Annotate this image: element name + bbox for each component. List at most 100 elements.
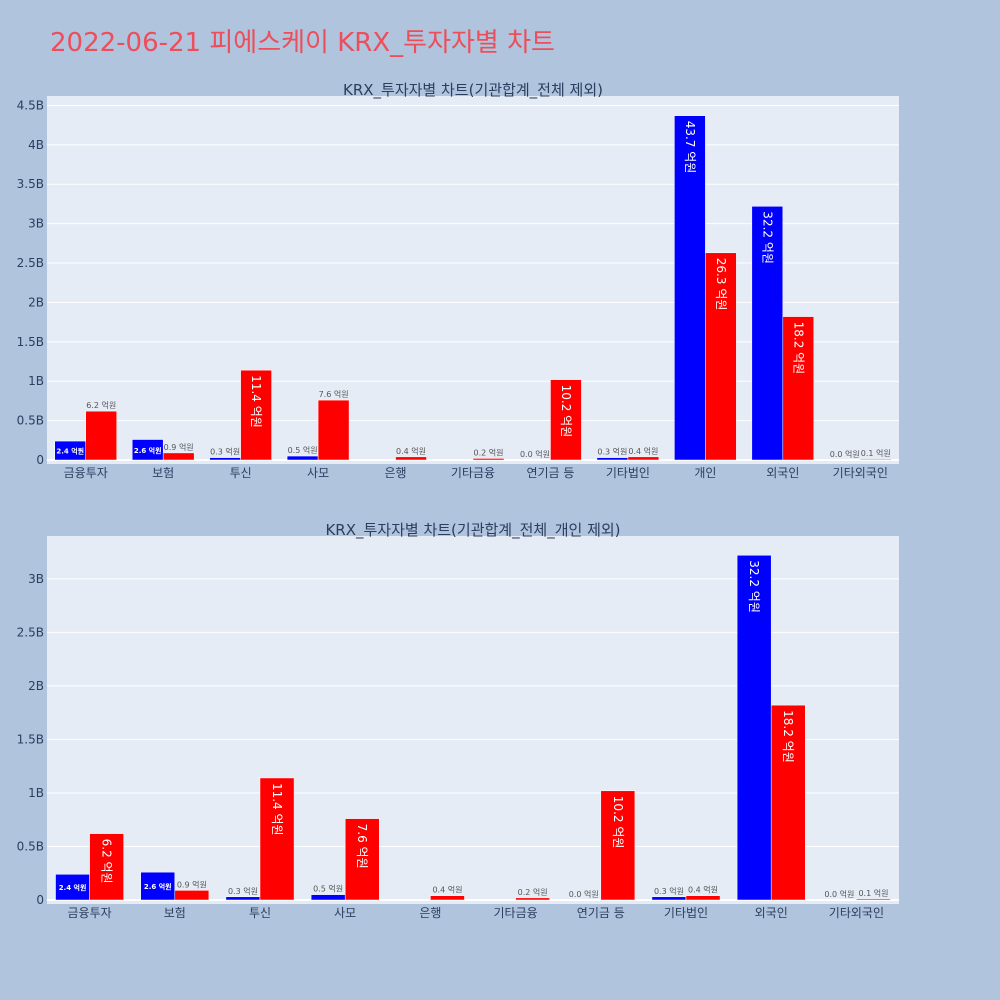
x-tick-label: 기타법인 bbox=[606, 466, 650, 480]
x-tick-label: 사모 bbox=[307, 466, 329, 480]
bar-value-label: 18.2 억원 bbox=[791, 322, 805, 375]
bar bbox=[705, 252, 737, 461]
bar-value-label: 43.7 억원 bbox=[683, 121, 697, 174]
bar bbox=[751, 206, 784, 461]
bar-value-label: 0.0 억원 bbox=[830, 449, 860, 459]
y-tick-label: 3B bbox=[28, 217, 44, 231]
bar bbox=[162, 452, 195, 461]
x-tick-label: 기타외국인 bbox=[829, 906, 884, 920]
x-tick-label: 투신 bbox=[249, 906, 271, 920]
bar bbox=[515, 897, 550, 901]
y-tick-label: 4.5B bbox=[17, 98, 44, 112]
bar bbox=[600, 790, 636, 901]
bar bbox=[674, 115, 706, 461]
bar bbox=[770, 704, 806, 901]
x-tick-label: 외국인 bbox=[755, 906, 788, 920]
bar-value-label: 2.6 억원 bbox=[134, 446, 162, 455]
bar-value-label: 10.2 억원 bbox=[559, 385, 573, 438]
x-tick-label: 보험 bbox=[164, 906, 186, 920]
y-tick-label: 1B bbox=[28, 374, 44, 388]
x-tick-label: 은행 bbox=[419, 905, 441, 920]
bar-value-label: 11.4 억원 bbox=[249, 375, 263, 428]
bar-value-label: 0.4 억원 bbox=[628, 446, 658, 456]
bar-value-label: 2.6 억원 bbox=[144, 882, 172, 891]
bar bbox=[131, 439, 164, 461]
bar-value-label: 18.2 억원 bbox=[781, 710, 795, 763]
y-tick-label: 2B bbox=[28, 295, 44, 309]
x-tick-label: 기타법인 bbox=[664, 906, 708, 920]
y-tick-label: 2.5B bbox=[17, 256, 44, 270]
bar-value-label: 0.1 억원 bbox=[861, 448, 891, 458]
x-tick-label: 기타금융 bbox=[451, 466, 495, 480]
bar bbox=[317, 399, 350, 461]
y-tick-label: 0.5B bbox=[17, 414, 44, 428]
bar-value-label: 32.2 억원 bbox=[760, 211, 774, 264]
x-tick-label: 연기금 등 bbox=[577, 906, 625, 920]
bar-value-label: 7.6 억원 bbox=[319, 389, 349, 399]
bar bbox=[85, 410, 117, 461]
bar-value-label: 6.2 억원 bbox=[100, 839, 114, 884]
bar bbox=[430, 895, 465, 901]
chart-2: 0 0.5B 1B 1.5B 2B 2.5B 3B KRX_투자자별 차트(기관합계_전체_개… bbox=[17, 521, 899, 920]
bar bbox=[651, 896, 687, 901]
bar bbox=[174, 890, 210, 901]
bar bbox=[240, 369, 272, 461]
bar-value-label: 11.4 억원 bbox=[270, 783, 284, 836]
x-tick-label: 연기금 등 bbox=[526, 466, 574, 480]
bar bbox=[395, 456, 427, 461]
x-tick-label: 금융투자 bbox=[68, 906, 112, 920]
bar-value-label: 26.3 억원 bbox=[714, 258, 728, 311]
bar-value-label: 0.3 억원 bbox=[228, 886, 258, 896]
x-tick-label: 투신 bbox=[230, 466, 252, 480]
bar bbox=[259, 777, 295, 901]
bar-value-label: 0.0 억원 bbox=[569, 889, 599, 899]
bar-value-label: 0.3 억원 bbox=[597, 447, 627, 457]
y-tick-label: 3B bbox=[28, 572, 44, 586]
bar-value-label: 10.2 억원 bbox=[611, 796, 625, 849]
bar-value-label: 0.9 억원 bbox=[164, 442, 194, 452]
bar-value-label: 0.0 억원 bbox=[520, 449, 550, 459]
bar bbox=[860, 458, 892, 461]
bar bbox=[782, 316, 815, 461]
x-tick-label: 기타금융 bbox=[494, 906, 538, 920]
bar bbox=[209, 457, 241, 461]
y-tick-label: 3.5B bbox=[17, 177, 44, 191]
x-tick-label: 외국인 bbox=[766, 466, 799, 480]
y-tick-label: 1B bbox=[28, 786, 44, 800]
y-tick-label: 1.5B bbox=[17, 335, 44, 349]
x-tick-label: 사모 bbox=[334, 906, 356, 920]
bar bbox=[344, 818, 380, 901]
x-tick-label: 금융투자 bbox=[64, 466, 108, 480]
bar bbox=[596, 457, 629, 461]
y-tick-label: 1.5B bbox=[17, 732, 44, 746]
bar bbox=[685, 895, 721, 901]
y-tick-label: 0 bbox=[36, 453, 44, 467]
bar bbox=[550, 379, 582, 461]
bar-value-label: 0.4 억원 bbox=[396, 446, 426, 456]
bar-value-label: 0.1 억원 bbox=[858, 888, 888, 898]
bar bbox=[55, 874, 90, 901]
y-tick-label: 0 bbox=[36, 893, 44, 907]
bar bbox=[225, 896, 261, 901]
bar-value-label: 0.4 억원 bbox=[432, 885, 462, 895]
chart-title: KRX_투자자별 차트(기관합계_전체 제외) bbox=[343, 81, 603, 100]
bar bbox=[286, 455, 319, 461]
chart-title: KRX_투자자별 차트(기관합계_전체_개인 제외) bbox=[325, 521, 620, 540]
bar-value-label: 0.3 억원 bbox=[654, 886, 684, 896]
bar-value-label: 0.5 억원 bbox=[288, 445, 318, 455]
bar bbox=[856, 898, 891, 901]
bar bbox=[89, 833, 124, 901]
bar-value-label: 2.4 억원 bbox=[56, 447, 84, 456]
y-tick-label: 2B bbox=[28, 679, 44, 693]
bar-value-label: 0.4 억원 bbox=[688, 885, 718, 895]
bar bbox=[472, 458, 505, 461]
bar-value-label: 6.2 억원 bbox=[86, 400, 116, 410]
bar bbox=[310, 894, 346, 901]
bar-value-label: 0.9 억원 bbox=[177, 879, 207, 889]
y-tick-label: 0.5B bbox=[17, 839, 44, 853]
y-tick-label: 4B bbox=[28, 138, 44, 152]
x-tick-label: 개인 bbox=[694, 466, 716, 480]
chart-1: 0 0.5B 1B 1.5B 2B 2.5B 3B 3.5B 4B 4.5B KRX_투자자별 차트… bbox=[17, 81, 899, 480]
x-tick-label: 기타외국인 bbox=[833, 466, 888, 480]
